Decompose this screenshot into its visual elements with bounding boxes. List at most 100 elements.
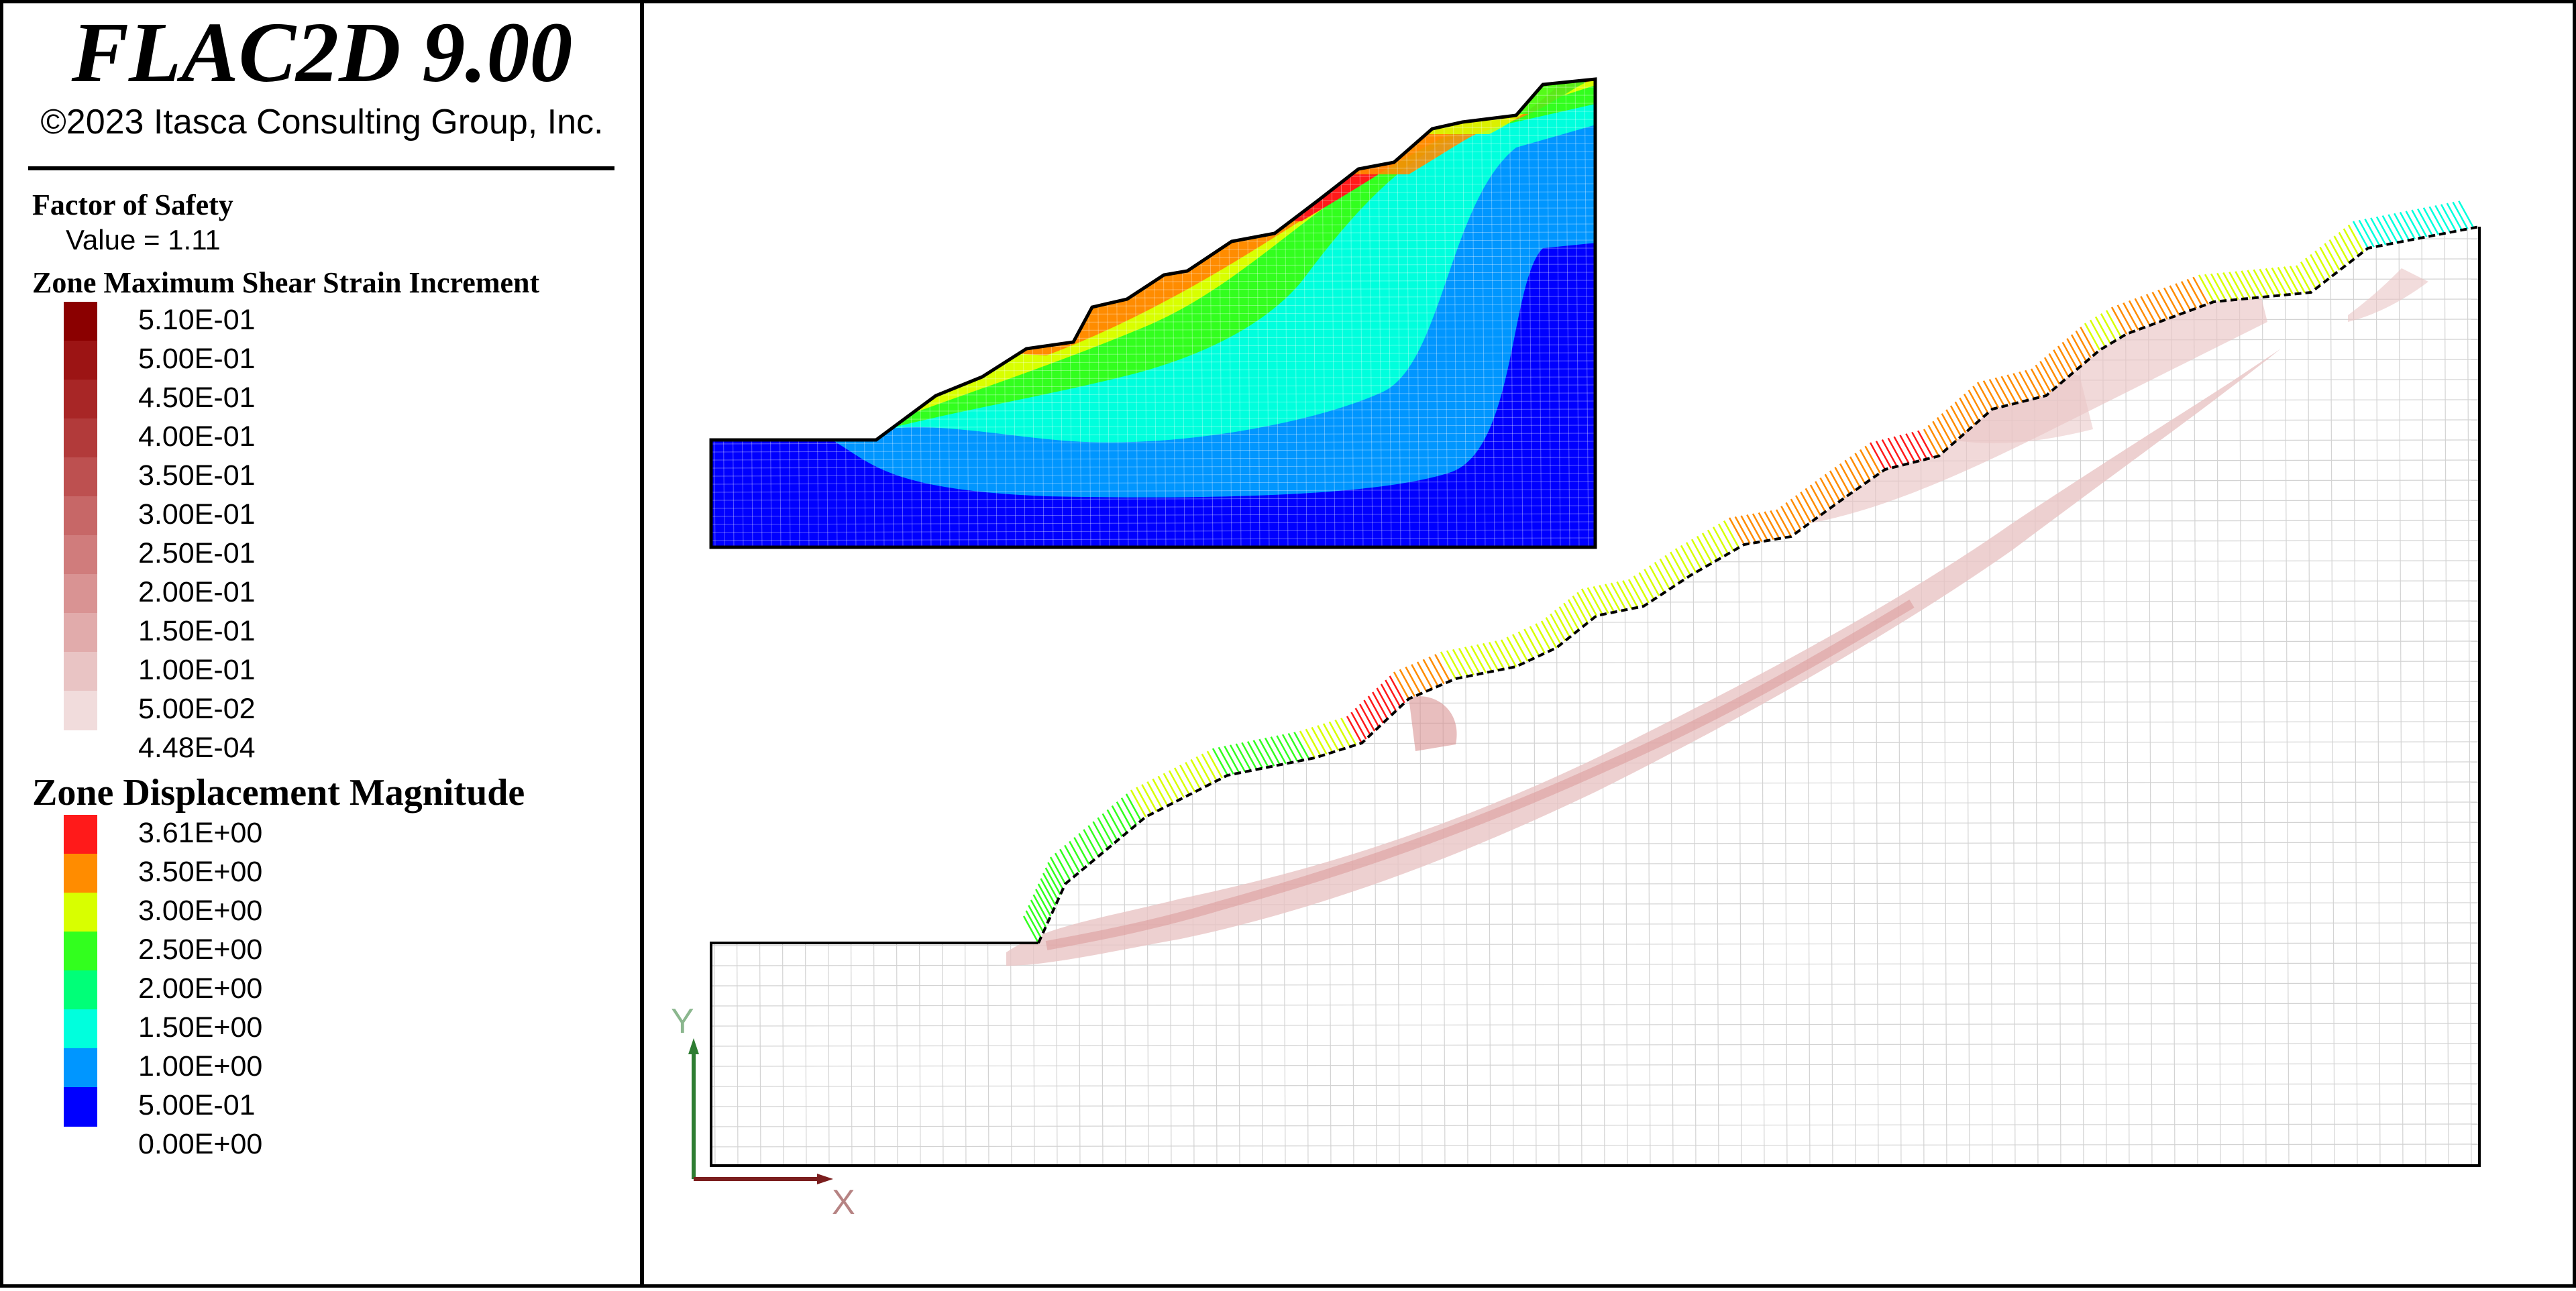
displacement-vector <box>1305 728 1322 756</box>
mesh-line <box>893 227 898 1166</box>
displacement-vectors <box>1022 201 2475 944</box>
strain-legend-swatch <box>64 457 97 497</box>
displacement-vector <box>2338 231 2355 260</box>
displacement-vector <box>1040 878 1057 906</box>
mesh-line <box>711 537 1595 541</box>
displacement-vector <box>2422 207 2439 235</box>
displacement-vector <box>2289 266 2306 294</box>
displacement-vector <box>1770 510 1786 539</box>
mesh-line <box>2421 227 2426 1166</box>
displacement-vector <box>2343 228 2359 256</box>
mesh-line <box>1874 227 1879 1166</box>
strain-legend-label: 5.10E-01 <box>138 304 256 336</box>
displacement-vector <box>1535 623 1552 651</box>
disp-legend-label: 3.50E+00 <box>138 856 263 888</box>
displacement-vector <box>1829 470 1846 498</box>
displacement-vector <box>1340 718 1357 746</box>
model-view[interactable]: Y X <box>648 0 2576 1288</box>
displacement-vector <box>1633 575 1650 604</box>
displacement-vector <box>1458 647 1475 676</box>
strain-legend-label: 5.00E-01 <box>138 343 256 375</box>
displacement-vector <box>2235 271 2251 299</box>
displacement-vector <box>1529 626 1546 654</box>
displacement-vector <box>1893 436 1910 464</box>
disp-legend-label: 1.50E+00 <box>138 1011 263 1044</box>
mesh-line <box>711 681 2479 685</box>
displacement-vector <box>2000 376 2017 404</box>
displacement-vector <box>1707 529 1724 558</box>
mesh-line <box>711 95 1595 99</box>
mesh-line <box>1828 227 1833 1166</box>
mesh-line <box>711 661 2479 665</box>
mesh-line <box>1452 79 1458 547</box>
displacement-vector <box>2012 373 2029 401</box>
displacement-vector <box>1322 723 1340 751</box>
displacement-vector <box>1696 535 1713 564</box>
displacement-vector <box>1389 675 1405 704</box>
displacement-vector <box>1111 805 1128 834</box>
disp-legend-swatch <box>64 1087 97 1127</box>
displacement-vector <box>1616 581 1633 610</box>
displacement-vector <box>2352 221 2369 249</box>
displacement-vector <box>2035 364 2051 392</box>
y-axis-label: Y <box>671 1002 694 1041</box>
mesh-line <box>711 473 1595 477</box>
disp-band-9 <box>711 79 1595 114</box>
shear-hotspot <box>1409 696 1457 751</box>
displacement-vector <box>2259 268 2275 296</box>
mesh-line <box>1556 79 1561 547</box>
displacement-vector <box>1954 401 1971 429</box>
mesh-line <box>711 489 1595 493</box>
displacement-vector <box>1125 793 1142 822</box>
displacement-vector <box>1685 542 1703 570</box>
displacement-vector <box>1246 740 1264 769</box>
displacement-vector <box>1911 431 1928 460</box>
mesh-line <box>2467 227 2472 1166</box>
mesh-line <box>1518 79 1523 547</box>
displacement-vector <box>1587 587 1603 615</box>
strain-legend-label: 2.50E-01 <box>138 537 256 569</box>
displacement-vector <box>1790 498 1807 526</box>
displacement-vector <box>1032 894 1049 922</box>
displacement-vector <box>1554 610 1571 638</box>
displacement-vector <box>1092 821 1109 849</box>
strain-legend-label: 3.00E-01 <box>138 498 256 530</box>
displacement-vector <box>2030 368 2047 396</box>
displacement-vector <box>2458 201 2475 229</box>
displacement-vector <box>1470 645 1487 673</box>
mesh-line <box>1527 79 1533 547</box>
mesh-line <box>2307 227 2312 1166</box>
mesh-line <box>711 741 2479 745</box>
mesh-line <box>711 942 2479 946</box>
displacement-vector <box>1488 641 1505 670</box>
displacement-vector <box>1593 585 1609 614</box>
displacement-inset <box>709 77 1597 549</box>
shear-strain-heading: Zone Maximum Shear Strain Increment <box>32 266 540 299</box>
mesh-line <box>1481 79 1486 547</box>
displacement-vector <box>1936 416 1953 445</box>
mesh-line <box>711 103 1595 107</box>
displacement-vector <box>1235 743 1252 771</box>
strain-legend-label: 2.00E-01 <box>138 576 256 608</box>
displacement-vector <box>1317 725 1334 753</box>
displacement-vector <box>1482 642 1499 671</box>
y-axis-arrowhead <box>688 1038 699 1054</box>
mesh-line <box>2033 227 2039 1166</box>
mesh-line <box>1443 79 1448 547</box>
displacement-vector <box>1968 390 1984 418</box>
displacement-vector <box>2080 327 2096 355</box>
displacement-vector <box>1281 734 1299 762</box>
displacement-vector <box>1604 583 1621 612</box>
strain-legend-swatch <box>64 341 97 380</box>
displacement-vector <box>2057 345 2074 374</box>
mesh-line <box>711 1003 2479 1007</box>
displacement-vector <box>1069 840 1085 869</box>
displacement-vector <box>1976 382 1994 410</box>
displacement-vector <box>1917 430 1934 458</box>
mesh-line <box>2375 227 2381 1166</box>
displacement-vector <box>1740 515 1757 543</box>
displacement-vector <box>1576 592 1593 620</box>
displacement-vector <box>1141 784 1158 812</box>
displacement-vector <box>1506 636 1523 665</box>
displacement-vector <box>1794 495 1812 523</box>
